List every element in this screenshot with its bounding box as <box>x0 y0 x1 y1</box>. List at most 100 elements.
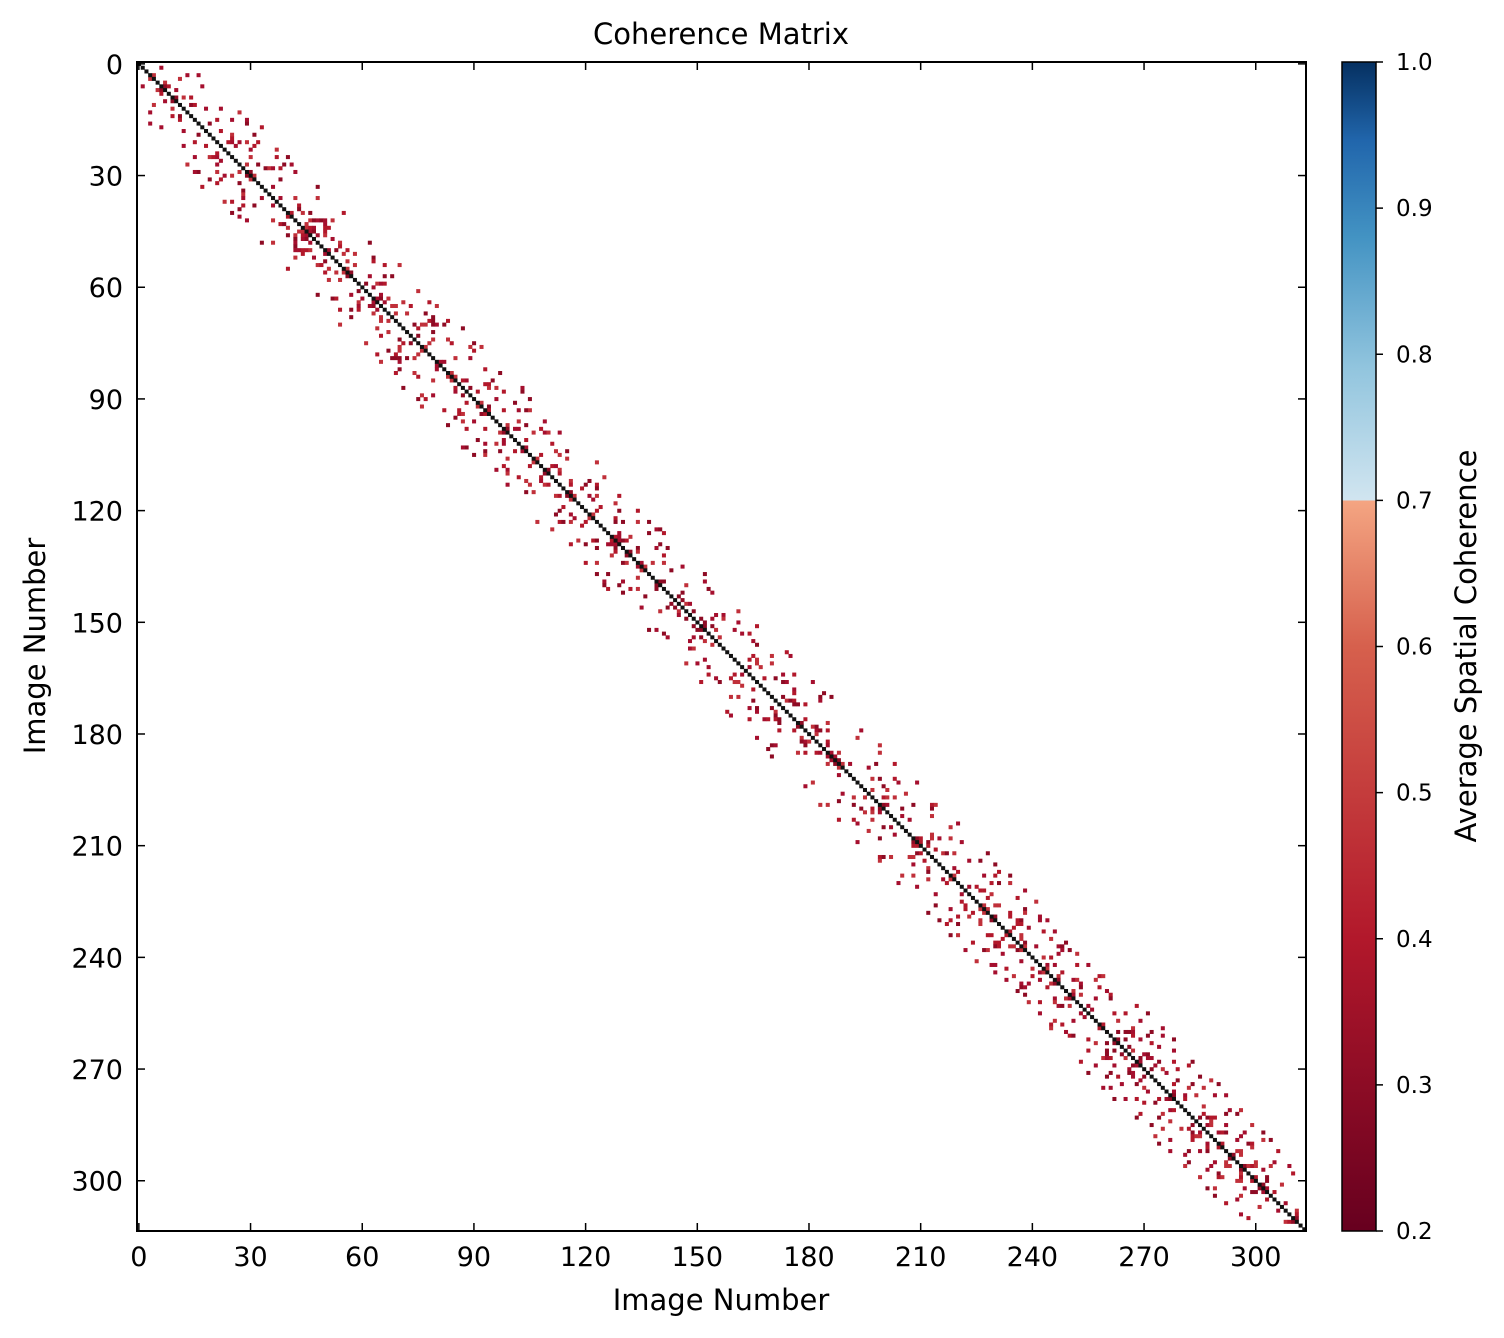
matrix-cell <box>695 627 700 632</box>
diagonal-cell <box>814 739 819 744</box>
diagonal-cell <box>1291 1216 1296 1221</box>
diagonal-cell <box>676 601 681 606</box>
matrix-cell <box>527 464 532 469</box>
diagonal-cell <box>1194 1119 1199 1124</box>
matrix-cell <box>781 672 786 677</box>
matrix-cell <box>218 177 223 182</box>
diagonal-cell <box>1004 929 1009 934</box>
diagonal-cell <box>1108 1033 1113 1038</box>
matrix-cell <box>933 847 938 852</box>
matrix-cell <box>956 921 961 927</box>
diagonal-cell <box>1216 1141 1221 1146</box>
matrix-cell <box>594 482 599 487</box>
matrix-cell <box>416 374 421 379</box>
diagonal-cell <box>844 769 849 774</box>
matrix-cell <box>1011 944 1016 949</box>
matrix-cell <box>323 229 328 234</box>
matrix-cell <box>792 687 797 692</box>
diagonal-cell <box>185 110 190 115</box>
matrix-cell <box>401 300 406 305</box>
matrix-cell <box>516 426 521 431</box>
matrix-cell <box>665 635 670 640</box>
matrix-cell <box>1268 1137 1273 1142</box>
matrix-cell <box>807 739 812 744</box>
matrix-cell <box>1041 970 1046 975</box>
matrix-cell <box>453 415 458 420</box>
matrix-cell <box>1134 1082 1139 1087</box>
diagonal-cell <box>233 158 238 163</box>
matrix-cell <box>862 795 867 800</box>
matrix-cell <box>1078 1059 1083 1064</box>
matrix-cell <box>151 73 156 78</box>
matrix-cell <box>553 512 558 517</box>
matrix-cell <box>308 218 313 223</box>
matrix-cell <box>367 240 372 245</box>
matrix-cell <box>1238 1193 1244 1198</box>
diagonal-cell <box>993 918 998 923</box>
matrix-cell <box>561 505 566 510</box>
matrix-cell <box>367 303 372 309</box>
diagonal-cell <box>527 452 532 457</box>
matrix-cell <box>702 620 707 625</box>
x-tick-label: 90 <box>457 1242 491 1273</box>
matrix-cell <box>918 840 923 845</box>
diagonal-cell <box>576 501 581 506</box>
matrix-cell <box>1205 1141 1210 1146</box>
matrix-cell <box>1086 1003 1091 1008</box>
matrix-cell <box>460 393 465 398</box>
matrix-cell <box>293 248 298 253</box>
diagonal-cell <box>1250 1175 1255 1180</box>
matrix-cell <box>557 452 562 457</box>
matrix-cell <box>714 676 719 681</box>
matrix-cell <box>1212 1160 1217 1165</box>
matrix-cell <box>557 508 562 513</box>
matrix-cell <box>948 907 953 912</box>
matrix-cell <box>278 222 283 227</box>
matrix-cell <box>1246 1216 1251 1221</box>
matrix-cell <box>926 869 931 874</box>
matrix-cell <box>870 817 875 822</box>
diagonal-cell <box>1257 1182 1262 1187</box>
matrix-cell <box>259 125 264 130</box>
matrix-cell <box>1023 992 1028 997</box>
matrix-cell <box>1045 985 1050 990</box>
diagonal-cell <box>903 828 908 833</box>
diagonal-cell <box>833 758 838 763</box>
diagonal-cell <box>297 222 302 227</box>
matrix-cell <box>472 419 477 424</box>
matrix-cell <box>1216 1171 1221 1176</box>
matrix-cell <box>1071 989 1076 994</box>
matrix-cell <box>948 836 953 841</box>
matrix-cell <box>1015 895 1020 900</box>
diagonal-cell <box>1227 1152 1232 1157</box>
diagonal-cell <box>628 553 633 558</box>
diagonal-cell <box>442 367 447 372</box>
matrix-cell <box>606 586 611 591</box>
diagonal-cell <box>553 478 558 483</box>
matrix-cell <box>1119 1052 1124 1057</box>
matrix-cell <box>297 203 302 208</box>
matrix-cell <box>915 843 920 848</box>
matrix-cell <box>1064 940 1069 945</box>
matrix-cell <box>1037 977 1042 982</box>
matrix-cell <box>1198 1134 1203 1139</box>
matrix-cell <box>565 449 570 454</box>
matrix-cell <box>915 851 920 856</box>
matrix-cell <box>252 143 257 148</box>
diagonal-cell <box>367 292 372 297</box>
diagonal-cell <box>1078 1003 1083 1008</box>
diagonal-cell <box>1090 1015 1095 1020</box>
diagonal-cell <box>769 694 774 699</box>
matrix-cell <box>285 155 290 160</box>
matrix-cell <box>341 251 346 256</box>
matrix-cell <box>836 750 841 755</box>
matrix-cell <box>620 538 626 543</box>
matrix-cell <box>1060 1022 1065 1027</box>
colorbar-tick-label: 0.9 <box>1396 196 1433 222</box>
y-tick-label: 240 <box>71 943 123 974</box>
diagonal-cell <box>207 132 212 137</box>
matrix-cell <box>740 672 745 677</box>
matrix-cell <box>769 653 774 658</box>
matrix-cell <box>766 717 771 722</box>
matrix-cell <box>304 225 309 230</box>
